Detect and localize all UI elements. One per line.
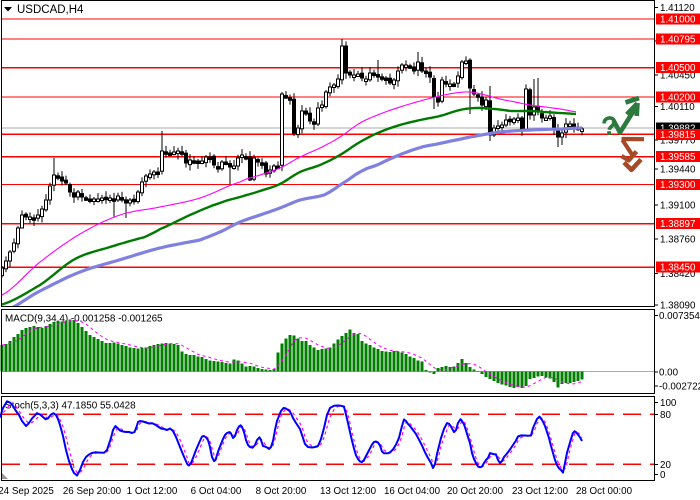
svg-text:1.41120: 1.41120 [660,3,695,14]
svg-text:USDCAD,H4: USDCAD,H4 [17,4,84,16]
svg-text:1.40200: 1.40200 [660,92,696,103]
svg-text:20 Oct 20:00: 20 Oct 20:00 [447,486,504,497]
svg-text:8 Oct 20:00: 8 Oct 20:00 [256,486,307,497]
svg-text:16 Oct 04:00: 16 Oct 04:00 [384,486,441,497]
svg-text:MACD(9,34,4) -0.001258 -0.0012: MACD(9,34,4) -0.001258 -0.001265 [5,314,163,325]
svg-text:0.00: 0.00 [659,368,679,379]
svg-text:1.39770: 1.39770 [660,136,696,147]
svg-text:1.38420: 1.38420 [660,269,696,280]
svg-text:Stoch(5,3,3) 47.1850 55.0428: Stoch(5,3,3) 47.1850 55.0428 [5,401,136,412]
svg-text:28 Oct 00:00: 28 Oct 00:00 [576,486,633,497]
svg-text:1.40450: 1.40450 [660,71,696,82]
svg-text:-0.002722: -0.002722 [659,382,700,393]
svg-text:13 Oct 12:00: 13 Oct 12:00 [320,486,377,497]
svg-text:26 Sep 20:00: 26 Sep 20:00 [63,486,122,497]
svg-text:1.40795: 1.40795 [660,35,696,46]
svg-text:24 Sep 2025: 24 Sep 2025 [0,486,54,497]
svg-text:1.39100: 1.39100 [660,201,696,212]
svg-text:20: 20 [660,460,671,471]
svg-text:1.40500: 1.40500 [660,63,696,74]
svg-text:100: 100 [660,398,677,409]
svg-text:1.41000: 1.41000 [660,15,696,26]
svg-text:23 Oct 12:00: 23 Oct 12:00 [512,486,569,497]
svg-text:1.38090: 1.38090 [660,301,696,312]
svg-text:0: 0 [660,470,666,481]
svg-text:1.39585: 1.39585 [660,152,696,163]
svg-text:1.39815: 1.39815 [660,130,696,141]
svg-text:1.38760: 1.38760 [660,235,696,246]
svg-text:6 Oct 04:00: 6 Oct 04:00 [191,486,242,497]
svg-text:1.38897: 1.38897 [660,219,695,230]
svg-text:0.007354: 0.007354 [659,311,700,322]
svg-text:1.40110: 1.40110 [660,102,695,113]
svg-text:1.39300: 1.39300 [660,180,696,191]
svg-text:1.39440: 1.39440 [660,165,696,176]
svg-text:1 Oct 12:00: 1 Oct 12:00 [127,486,178,497]
svg-text:80: 80 [660,410,671,421]
svg-text:1.38450: 1.38450 [660,263,696,274]
